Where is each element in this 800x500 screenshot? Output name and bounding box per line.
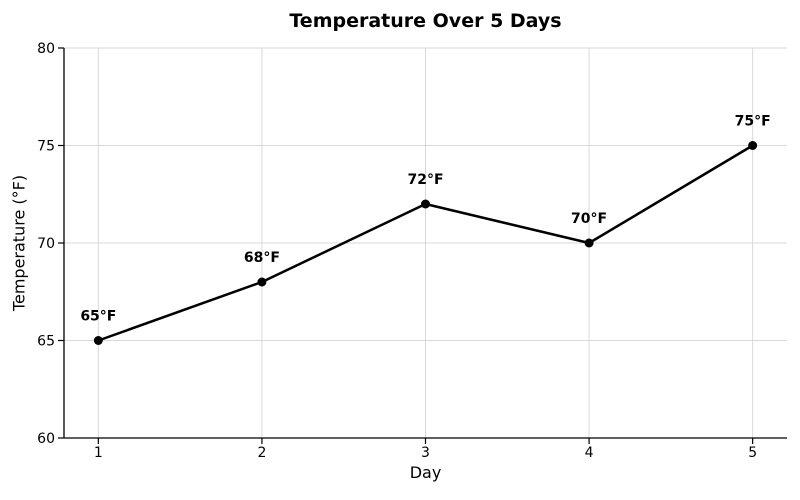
x-tick-label: 2: [257, 445, 266, 461]
y-tick-label: 75: [37, 139, 55, 155]
point-value-label: 75°F: [735, 114, 771, 130]
y-tick-label: 80: [37, 41, 55, 57]
y-tick-label: 65: [37, 334, 55, 350]
point-value-label: 70°F: [571, 211, 607, 227]
x-tick-label: 1: [94, 445, 103, 461]
x-tick-label: 4: [585, 445, 594, 461]
point-value-label: 65°F: [80, 309, 116, 325]
point-value-label: 72°F: [407, 172, 443, 188]
data-point-marker: [93, 336, 103, 345]
data-point-marker: [257, 277, 267, 287]
chart-title: Temperature Over 5 Days: [289, 10, 562, 32]
x-axis-label: Day: [409, 463, 442, 482]
y-tick-label: 70: [37, 236, 55, 252]
x-tick-label: 3: [421, 445, 430, 461]
data-point-marker: [421, 199, 430, 209]
point-value-label: 68°F: [244, 250, 280, 266]
data-point-marker: [584, 238, 594, 248]
y-tick-label: 60: [37, 431, 55, 447]
y-axis-label: Temperature (°F): [9, 174, 29, 312]
data-point-marker: [748, 141, 758, 150]
x-tick-label: 5: [748, 445, 757, 461]
